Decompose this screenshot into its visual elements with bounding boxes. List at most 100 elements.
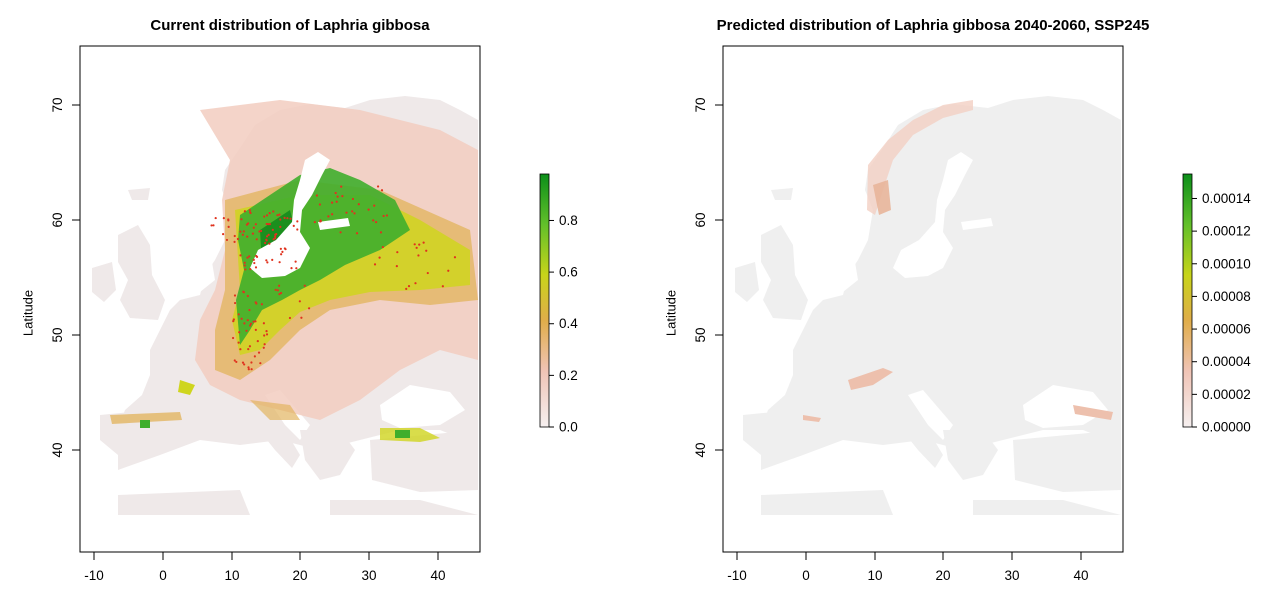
occurrence-point — [242, 230, 245, 233]
x-tick: 40 — [1073, 568, 1088, 583]
occurrence-point — [249, 268, 252, 271]
y-tick: 60 — [693, 212, 708, 227]
legend-tick-label: 0.00014 — [1202, 191, 1251, 206]
suitability-overlay — [803, 100, 1113, 422]
occurrence-point — [239, 230, 242, 233]
x-tick: 30 — [361, 568, 376, 583]
occurrence-point — [243, 210, 247, 213]
occurrence-point — [260, 229, 263, 233]
x-tick: -10 — [84, 568, 104, 583]
color-legend: 0.00014 0.00012 0.00010 0.00008 0.00006 0.000… — [1182, 173, 1251, 435]
occurrence-point — [240, 218, 243, 221]
occurrence-point — [447, 269, 450, 272]
occurrence-point — [212, 224, 215, 227]
occurrence-point — [258, 230, 261, 233]
x-tick: 20 — [292, 568, 307, 583]
occurrence-point — [263, 343, 266, 346]
occurrence-point — [247, 366, 250, 369]
occurrence-point — [407, 285, 411, 288]
occurrence-point — [243, 261, 246, 264]
occurrence-point — [336, 195, 339, 198]
legend-tick-label: 0.0 — [559, 420, 578, 435]
occurrence-point — [313, 220, 316, 224]
occurrence-point — [243, 322, 246, 325]
occurrence-point — [256, 340, 259, 343]
occurrence-point — [319, 219, 322, 222]
occurrence-point — [373, 204, 376, 207]
occurrence-point — [233, 359, 236, 362]
occurrence-point — [268, 212, 271, 215]
occurrence-point — [278, 293, 281, 296]
occurrence-point — [417, 254, 420, 257]
occurrence-point — [405, 287, 408, 290]
occurrence-point — [441, 285, 444, 288]
occurrence-point — [252, 258, 255, 261]
occurrence-point — [276, 289, 279, 292]
occurrence-point — [292, 224, 295, 227]
occurrence-point — [345, 211, 348, 214]
occurrence-point — [378, 256, 381, 259]
occurrence-point — [262, 346, 265, 349]
occurrence-point — [233, 240, 236, 243]
occurrence-point — [255, 302, 258, 305]
occurrence-point — [231, 336, 235, 340]
suitability-overlay — [110, 100, 478, 442]
legend-tick-label: 0.4 — [559, 316, 578, 331]
occurrence-point — [335, 200, 338, 203]
occurrence-point — [232, 320, 235, 323]
occurrence-point — [274, 237, 277, 240]
occurrence-point — [339, 231, 342, 234]
x-tick: 20 — [935, 568, 950, 583]
occurrence-point — [237, 341, 240, 344]
occurrence-point — [259, 362, 262, 365]
occurrence-point — [318, 203, 322, 206]
legend-tick-label: 0.00008 — [1202, 289, 1251, 304]
y-tick: 40 — [50, 442, 65, 457]
occurrence-point — [247, 368, 250, 371]
y-axis: 70 60 50 40 — [50, 97, 81, 458]
occurrence-point — [279, 218, 282, 221]
x-tick: 0 — [802, 568, 810, 583]
occurrence-point — [248, 208, 251, 212]
occurrence-point — [278, 213, 281, 216]
occurrence-point — [268, 242, 271, 245]
occurrence-point — [382, 214, 385, 218]
occurrence-point — [288, 316, 292, 320]
occurrence-point — [274, 235, 277, 238]
occurrence-point — [254, 328, 257, 332]
occurrence-point — [237, 313, 240, 316]
occurrence-point — [274, 288, 277, 291]
occurrence-point — [246, 319, 249, 322]
occurrence-point — [351, 197, 355, 201]
occurrence-point — [367, 208, 370, 211]
occurrence-point — [246, 294, 249, 298]
predicted-distribution-panel: Predicted distribution of Laphria gibbos… — [643, 0, 1286, 600]
occurrence-point — [453, 256, 457, 259]
occurrence-point — [425, 249, 428, 252]
occurrence-point — [413, 243, 416, 246]
legend-tick-label: 0.00012 — [1202, 224, 1251, 239]
occurrence-point — [250, 361, 253, 364]
occurrence-point — [243, 363, 246, 366]
occurrence-point — [233, 294, 237, 297]
legend-tick-label: 0.2 — [559, 368, 578, 383]
occurrence-point — [298, 300, 301, 303]
occurrence-point — [252, 320, 255, 323]
y-tick: 50 — [50, 327, 65, 342]
occurrence-points — [210, 185, 457, 371]
occurrence-point — [244, 268, 247, 271]
occurrence-point — [239, 254, 242, 257]
occurrence-point — [267, 223, 270, 226]
occurrence-point — [265, 259, 268, 262]
occurrence-point — [246, 235, 249, 238]
occurrence-point — [245, 329, 248, 332]
occurrence-point — [222, 216, 225, 220]
occurrence-point — [265, 235, 269, 238]
occurrence-point — [275, 233, 278, 236]
x-tick: 10 — [867, 568, 882, 583]
occurrence-point — [235, 360, 238, 364]
x-tick: 40 — [430, 568, 445, 583]
occurrence-point — [242, 291, 246, 294]
occurrence-point — [241, 361, 245, 364]
occurrence-point — [374, 221, 378, 224]
